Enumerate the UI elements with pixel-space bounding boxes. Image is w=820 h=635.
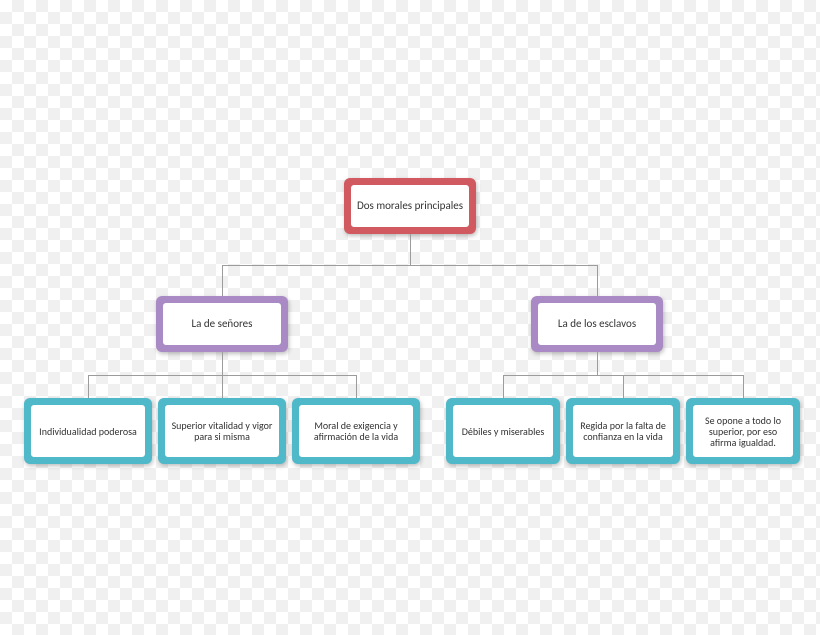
node-root-label: Dos morales principales [350,184,470,228]
node-l3-5-label: Se opone a todo lo superior, por eso afi… [692,404,794,458]
connector [222,265,597,266]
node-l3-2: Moral de exigencia y afirmación de la vi… [292,398,420,464]
connector [88,375,89,398]
connector [597,265,598,296]
node-l2-0: La de señores [156,296,288,352]
node-l3-5: Se opone a todo lo superior, por eso afi… [686,398,800,464]
node-l2-1: La de los esclavos [531,296,663,352]
node-l2-0-label: La de señores [162,302,282,346]
node-l3-4-label: Regida por la falta de confianza en la v… [572,404,674,458]
node-l3-2-label: Moral de exigencia y afirmación de la vi… [298,404,414,458]
node-l3-0: Individualidad poderosa [24,398,152,464]
connector [410,234,411,265]
node-l3-1-label: Superior vitalidad y vigor para si misma [164,404,280,458]
node-l3-1: Superior vitalidad y vigor para si misma [158,398,286,464]
node-root: Dos morales principales [344,178,476,234]
node-l3-0-label: Individualidad poderosa [30,404,146,458]
connector [356,375,357,398]
connector [222,265,223,296]
node-l2-1-label: La de los esclavos [537,302,657,346]
connector [743,375,744,398]
node-l3-3: Débiles y miserables [446,398,560,464]
connector [597,352,598,375]
node-l3-4: Regida por la falta de confianza en la v… [566,398,680,464]
connector [503,375,504,398]
connector [623,375,624,398]
connector [222,375,223,398]
node-l3-3-label: Débiles y miserables [452,404,554,458]
connector [222,352,223,375]
